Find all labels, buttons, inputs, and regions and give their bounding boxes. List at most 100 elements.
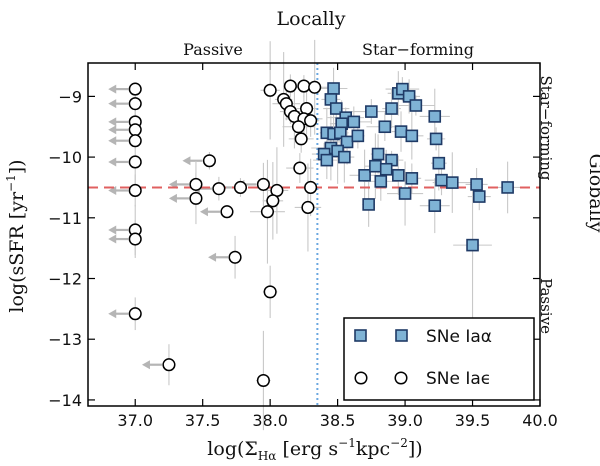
upper-limit-arrowhead — [108, 234, 117, 244]
x-tick-label: 39.5 — [455, 411, 491, 430]
region-label-passive-top: Passive — [183, 40, 243, 59]
epsilon-point — [304, 114, 318, 128]
epsilon-point — [128, 232, 142, 246]
epsilon-point — [128, 134, 142, 148]
upper-limit-arrowhead — [108, 117, 117, 127]
alpha-point — [365, 105, 378, 118]
chart-title-top: Locally — [277, 8, 346, 30]
x-tick-label: 39.0 — [387, 411, 423, 430]
axis-ticks: 37.0 37.5 38.0 38.5 39.0 39.5 40.0 −14 −13 −12 −11… — [48, 63, 558, 430]
y-tick-label: −14 — [48, 391, 82, 410]
epsilon-point — [293, 161, 307, 175]
upper-limit-arrowhead — [108, 84, 117, 94]
upper-limit-arrowhead — [108, 136, 117, 146]
epsilon-point — [263, 285, 277, 299]
epsilon-point — [162, 358, 176, 372]
alpha-point — [429, 132, 443, 146]
alpha-point — [320, 153, 334, 167]
alpha-point — [402, 90, 416, 103]
region-label-passive-right: Passive — [537, 278, 555, 334]
alpha-point — [378, 120, 392, 134]
alpha-point — [327, 82, 340, 95]
upper-limit-arrowhead — [108, 99, 117, 109]
x-tick-label: 38.5 — [320, 411, 356, 430]
alpha-point — [329, 102, 343, 115]
upper-limit-arrowhead — [108, 309, 117, 319]
alpha-point — [369, 159, 382, 173]
y-tick-label: −10 — [48, 148, 82, 167]
legend-label-epsilon: SNe Iaϵ — [426, 369, 491, 389]
epsilon-point — [297, 79, 311, 93]
alpha-point — [338, 150, 351, 164]
y-tick-label: −9 — [58, 87, 82, 106]
alpha-point — [435, 173, 448, 187]
epsilon-point — [128, 97, 142, 111]
epsilon-point — [266, 194, 280, 208]
x-tick-label: 38.0 — [252, 411, 288, 430]
alpha-point — [398, 187, 412, 200]
epsilon-point — [283, 79, 297, 93]
alpha-point — [385, 102, 398, 115]
legend-square-marker-2 — [395, 329, 408, 342]
alpha-point — [358, 169, 371, 182]
alpha-point — [501, 181, 514, 194]
x-axis-label: log(ΣHα [erg s−1kpc−2]) — [207, 436, 422, 463]
alpha-point — [396, 82, 409, 96]
alpha-point — [472, 190, 486, 203]
alpha-point — [351, 129, 365, 143]
epsilon-point — [128, 82, 142, 96]
upper-limit-arrowhead — [182, 156, 191, 166]
alpha-point — [445, 176, 459, 189]
epsilon-point — [260, 205, 275, 219]
alpha-point — [466, 238, 479, 252]
upper-limit-arrowhead — [108, 157, 117, 167]
legend-circle-marker-2 — [394, 371, 408, 385]
epsilon-point — [308, 80, 322, 94]
epsilon-point — [294, 132, 308, 146]
upper-limit-arrowhead — [168, 193, 177, 203]
plot-frame — [87, 62, 541, 407]
epsilon-point — [128, 183, 142, 198]
epsilon-point — [128, 123, 142, 137]
data-points — [128, 79, 514, 388]
alpha-point — [394, 125, 408, 138]
y-tick-label: −11 — [48, 209, 82, 228]
alpha-point — [432, 156, 446, 170]
epsilon-point — [256, 177, 270, 191]
alpha-point — [374, 175, 388, 188]
epsilon-point — [212, 182, 226, 196]
upper-limit-arrowhead — [199, 207, 208, 217]
upper-limit-arrowhead — [208, 252, 217, 262]
alpha-point — [362, 198, 375, 211]
region-label-starforming-right: Star−forming — [537, 75, 555, 180]
epsilon-point — [189, 177, 203, 191]
x-tick-label: 40.0 — [522, 411, 558, 430]
alpha-point — [405, 172, 419, 185]
epsilon-point — [304, 180, 318, 195]
upper-limit-arrowhead — [141, 360, 150, 370]
legend-label-alpha: SNe Iaα — [426, 327, 492, 347]
alpha-point — [371, 147, 385, 161]
epsilon-point — [189, 191, 203, 205]
alpha-point — [392, 169, 405, 182]
legend-box — [343, 317, 535, 401]
alpha-point — [334, 126, 347, 140]
alpha-point — [428, 110, 442, 123]
upper-limit-arrowhead — [108, 125, 117, 135]
epsilon-point — [202, 154, 216, 168]
epsilon-point — [291, 120, 306, 134]
epsilon-point — [228, 250, 242, 264]
x-tick-label: 37.5 — [185, 411, 221, 430]
legend-square-marker-1 — [354, 329, 367, 342]
alpha-point — [379, 162, 393, 176]
x-tick-label: 37.0 — [117, 411, 153, 430]
alpha-point — [428, 199, 442, 212]
epsilon-point — [128, 307, 142, 321]
epsilon-point — [256, 373, 270, 388]
alpha-point — [470, 178, 483, 191]
upper-limit-arrowhead — [108, 225, 117, 235]
epsilon-point — [128, 155, 142, 169]
epsilon-point — [263, 83, 277, 97]
epsilon-point — [301, 200, 315, 215]
